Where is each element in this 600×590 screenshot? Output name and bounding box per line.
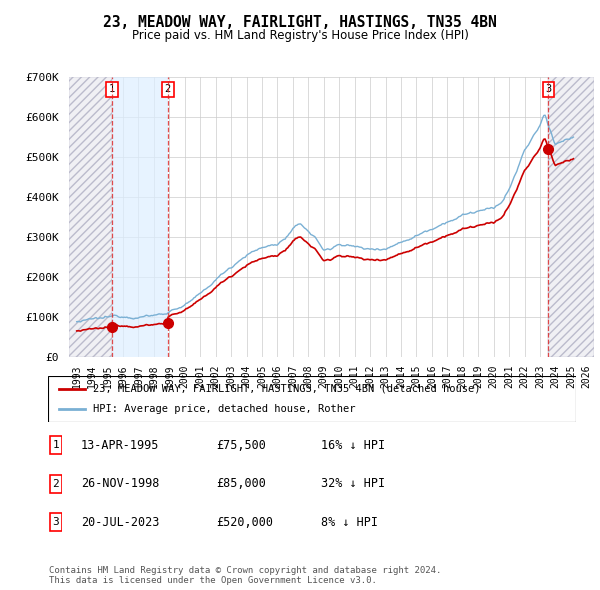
Text: 1: 1 [109,84,115,94]
Text: 3: 3 [545,84,551,94]
Text: 26-NOV-1998: 26-NOV-1998 [81,477,160,490]
Text: HPI: Average price, detached house, Rother: HPI: Average price, detached house, Roth… [93,404,355,414]
Text: 8% ↓ HPI: 8% ↓ HPI [321,516,378,529]
Text: 23, MEADOW WAY, FAIRLIGHT, HASTINGS, TN35 4BN (detached house): 23, MEADOW WAY, FAIRLIGHT, HASTINGS, TN3… [93,384,481,394]
Text: 3: 3 [52,517,59,527]
Bar [548,77,594,357]
Text: 1: 1 [52,441,59,450]
FancyBboxPatch shape [50,513,62,531]
Text: Price paid vs. HM Land Registry's House Price Index (HPI): Price paid vs. HM Land Registry's House … [131,30,469,42]
Bar [69,77,112,357]
Text: 2: 2 [52,479,59,489]
Text: £75,500: £75,500 [216,439,266,452]
Bar [112,77,168,357]
Text: 2: 2 [164,84,171,94]
Text: 20-JUL-2023: 20-JUL-2023 [81,516,160,529]
Text: £520,000: £520,000 [216,516,273,529]
Text: 13-APR-1995: 13-APR-1995 [81,439,160,452]
Text: Contains HM Land Registry data © Crown copyright and database right 2024.
This d: Contains HM Land Registry data © Crown c… [49,566,442,585]
Text: 23, MEADOW WAY, FAIRLIGHT, HASTINGS, TN35 4BN: 23, MEADOW WAY, FAIRLIGHT, HASTINGS, TN3… [103,15,497,30]
Text: 32% ↓ HPI: 32% ↓ HPI [321,477,385,490]
FancyBboxPatch shape [50,475,62,493]
Text: 16% ↓ HPI: 16% ↓ HPI [321,439,385,452]
FancyBboxPatch shape [50,437,62,454]
Text: £85,000: £85,000 [216,477,266,490]
